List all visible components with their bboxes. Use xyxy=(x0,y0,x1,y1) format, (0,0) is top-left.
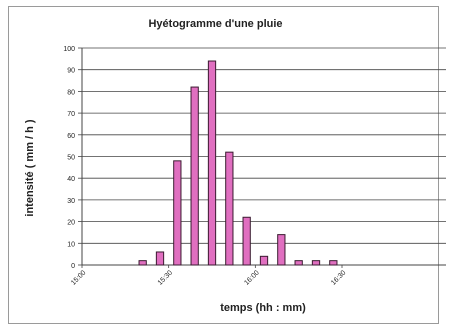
y-tick-label: 70 xyxy=(67,111,75,118)
y-tick-label: 40 xyxy=(67,176,75,183)
y-tick-label: 100 xyxy=(63,46,75,53)
y-tick-label: 10 xyxy=(67,241,75,248)
y-tick-label: 80 xyxy=(67,89,75,96)
x-tick-label: 16:30 xyxy=(330,269,347,286)
x-axis-label: temps (hh : mm) xyxy=(220,302,306,314)
y-tick-label: 0 xyxy=(71,263,75,270)
bar xyxy=(294,260,303,266)
bar xyxy=(259,255,269,266)
y-tick-label: 50 xyxy=(67,155,75,162)
x-tick-label: 16:00 xyxy=(243,269,260,286)
y-tick-label: 60 xyxy=(67,133,75,140)
bar xyxy=(190,86,199,266)
bar xyxy=(242,216,251,266)
y-tick-label: 20 xyxy=(67,220,75,227)
bar xyxy=(225,151,234,266)
chart-frame xyxy=(8,6,439,324)
x-tick-label: 15:30 xyxy=(157,269,174,286)
bar xyxy=(138,260,147,266)
bar xyxy=(329,260,338,266)
x-tick-label: 15:00 xyxy=(70,269,87,286)
bar xyxy=(311,260,321,266)
bar xyxy=(277,234,286,266)
y-tick-label: 90 xyxy=(67,68,75,75)
bar xyxy=(173,160,182,266)
bar xyxy=(155,251,165,266)
y-tick-label: 30 xyxy=(67,198,75,205)
chart-title: Hyétogramme d'une pluie xyxy=(148,18,283,30)
bar xyxy=(207,60,217,266)
